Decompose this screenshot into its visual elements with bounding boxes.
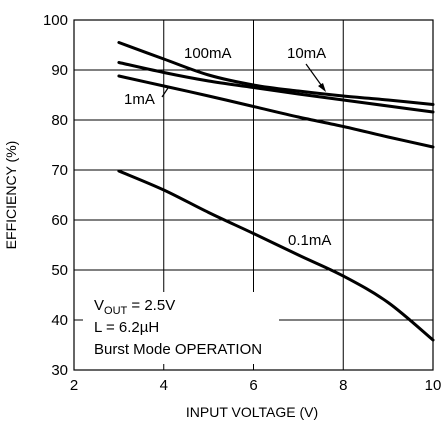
- annotation-vout: VOUT = 2.5V: [94, 297, 175, 317]
- series-line-100ma: [117, 41, 435, 106]
- series-line-0-1ma: [117, 169, 435, 342]
- y-tick-label: 50: [51, 262, 68, 279]
- y-tick-label: 70: [51, 162, 68, 179]
- series-line-10ma: [117, 61, 435, 114]
- y-tick-labels: 30 40 50 60 70 80 90 100: [43, 12, 68, 379]
- x-tick-labels: 2 4 6 8 10: [70, 377, 442, 394]
- annotation-inductor: L = 6.2µH: [94, 319, 159, 336]
- x-tick-label: 2: [70, 377, 78, 394]
- y-axis-title: EFFICIENCY (%): [3, 141, 19, 250]
- y-tick-label: 80: [51, 112, 68, 129]
- x-tick-label: 4: [160, 377, 168, 394]
- series-lines: [117, 41, 435, 342]
- series-label-100ma: 100mA: [184, 45, 232, 62]
- leader-arrowhead-10ma: [318, 83, 326, 92]
- series-label-1ma: 1mA: [124, 91, 155, 108]
- y-tick-label: 40: [51, 312, 68, 329]
- x-axis-title: INPUT VOLTAGE (V): [186, 404, 318, 420]
- y-tick-label: 90: [51, 62, 68, 79]
- leader-line-1ma: [161, 87, 169, 98]
- annotation-box: [83, 292, 279, 364]
- y-tick-label: 30: [51, 362, 68, 379]
- x-tick-label: 10: [425, 377, 442, 394]
- x-tick-label: 8: [339, 377, 347, 394]
- y-tick-label: 60: [51, 212, 68, 229]
- series-label-10ma: 10mA: [287, 45, 326, 62]
- y-tick-label: 100: [43, 12, 68, 29]
- grid: [74, 20, 433, 370]
- x-tick-label: 6: [249, 377, 257, 394]
- series-label-0-1ma: 0.1mA: [288, 232, 331, 249]
- series-line-1ma: [117, 74, 435, 149]
- annotation-mode: Burst Mode OPERATION: [94, 341, 262, 358]
